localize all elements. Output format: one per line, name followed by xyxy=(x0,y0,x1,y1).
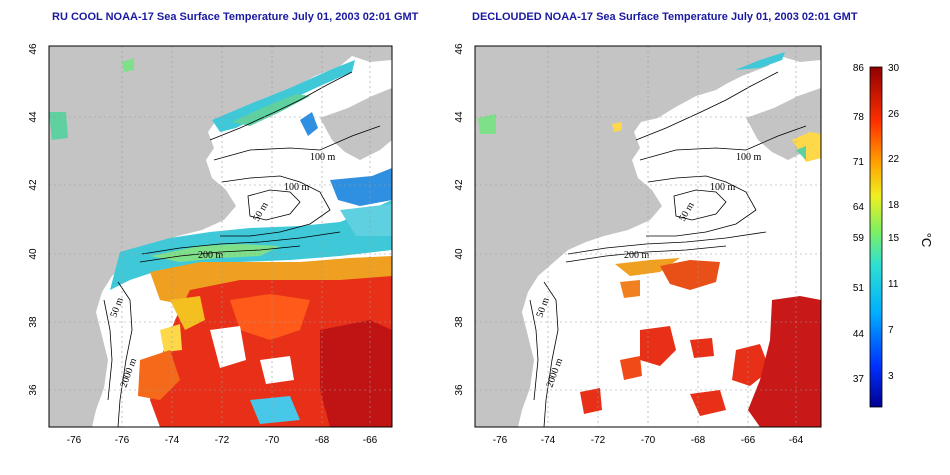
right-x-axis: -76 -74 -72 -70 -68 -66 -64 xyxy=(493,435,804,446)
right-x-tick: -66 xyxy=(741,435,756,446)
left-sst-warm-region xyxy=(138,256,392,427)
colorbar-fahrenheit-ticks: 86 78 71 64 59 51 44 37 xyxy=(853,63,865,385)
left-x-tick: -76 xyxy=(67,435,82,446)
left-x-tick: -66 xyxy=(363,435,378,446)
right-y-tick: 42 xyxy=(454,179,465,191)
right-y-axis: 36 38 40 42 44 46 xyxy=(454,43,465,396)
right-contour-label: 100 m xyxy=(736,152,762,163)
left-x-tick: -72 xyxy=(215,435,230,446)
colorbar-celsius-ticks: 30 26 22 18 15 11 7 3 xyxy=(888,63,900,382)
right-grid xyxy=(475,46,821,427)
colorbar: 86 78 71 64 59 51 44 37 30 26 22 18 15 1… xyxy=(840,63,934,408)
left-contour-label: 100 m xyxy=(284,182,310,193)
left-panel-title: RU COOL NOAA-17 Sea Surface Temperature … xyxy=(52,11,419,23)
left-y-tick: 40 xyxy=(28,248,39,260)
right-y-tick: 40 xyxy=(454,248,465,260)
right-contour-label: 100 m xyxy=(710,182,736,193)
celsius-tick: 18 xyxy=(888,200,900,211)
left-y-tick: 36 xyxy=(28,384,39,396)
colorbar-gradient xyxy=(869,66,883,408)
left-contour-label: 100 m xyxy=(310,152,336,163)
right-bathymetry-contours xyxy=(529,71,807,427)
right-x-tick: -76 xyxy=(493,435,508,446)
celsius-unit-label: °C xyxy=(919,233,934,248)
left-y-tick: 46 xyxy=(28,43,39,55)
celsius-tick: 7 xyxy=(888,325,894,336)
right-y-tick: 36 xyxy=(454,384,465,396)
fahrenheit-tick: 37 xyxy=(853,374,865,385)
left-land-mass xyxy=(49,46,392,427)
fahrenheit-tick: 59 xyxy=(853,233,865,244)
left-y-tick: 42 xyxy=(28,179,39,191)
right-sst-map: 100 m 100 m 50 m 200 m 50 m 2000 m -76 -… xyxy=(454,43,822,446)
celsius-tick: 22 xyxy=(888,154,900,165)
right-x-tick: -64 xyxy=(789,435,804,446)
left-x-axis: -76 -74 -72 -70 -68 -66 xyxy=(115,435,378,446)
fahrenheit-tick: 51 xyxy=(853,283,865,294)
left-bathymetry-contours xyxy=(103,71,381,427)
left-grid xyxy=(49,46,392,427)
right-sst-patches xyxy=(478,52,821,427)
right-y-tick: 46 xyxy=(454,43,465,55)
left-extra-tick: -76 xyxy=(67,435,82,446)
fahrenheit-tick: 86 xyxy=(853,63,865,74)
left-map-frame xyxy=(48,45,393,428)
right-map-frame xyxy=(474,45,822,428)
right-contour-label: 200 m xyxy=(624,250,650,261)
fahrenheit-unit-label: °F xyxy=(840,233,843,246)
celsius-tick: 26 xyxy=(888,109,900,120)
right-x-tick: -74 xyxy=(541,435,556,446)
left-x-tick: -76 xyxy=(115,435,130,446)
right-x-tick: -70 xyxy=(641,435,656,446)
celsius-tick: 15 xyxy=(888,233,900,244)
fahrenheit-tick: 78 xyxy=(853,112,865,123)
left-x-tick: -70 xyxy=(265,435,280,446)
celsius-tick: 3 xyxy=(888,371,894,382)
left-y-tick: 44 xyxy=(28,111,39,123)
celsius-tick: 30 xyxy=(888,63,900,74)
left-y-axis: 36 38 40 42 44 46 xyxy=(28,43,39,396)
left-sst-map: 100 m 100 m 50 m 200 m 50 m 2000 m -76 -… xyxy=(28,43,393,446)
celsius-tick: 11 xyxy=(888,279,899,290)
right-y-tick: 38 xyxy=(454,316,465,328)
left-x-tick: -74 xyxy=(165,435,180,446)
left-y-tick: 38 xyxy=(28,316,39,328)
left-contour-label: 200 m xyxy=(198,250,224,261)
fahrenheit-tick: 44 xyxy=(853,329,865,340)
right-y-tick: 44 xyxy=(454,111,465,123)
fahrenheit-tick: 64 xyxy=(853,202,865,213)
fahrenheit-tick: 71 xyxy=(853,157,865,168)
right-x-tick: -68 xyxy=(691,435,706,446)
right-panel-title: DECLOUDED NOAA-17 Sea Surface Temperatur… xyxy=(472,11,858,23)
left-x-tick: -68 xyxy=(315,435,330,446)
right-land-mass xyxy=(475,46,821,427)
right-x-tick: -72 xyxy=(591,435,606,446)
